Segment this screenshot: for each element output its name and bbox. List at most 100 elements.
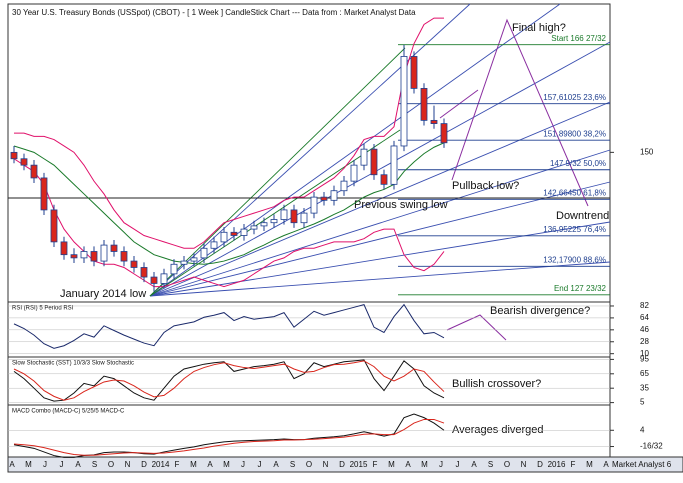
x-tick-label: 2014: [152, 460, 170, 469]
candle-body: [250, 225, 258, 230]
candle-body: [60, 241, 68, 256]
fib-label: 132,17900 88,6%: [543, 255, 606, 264]
y-tick-label: 28: [640, 337, 649, 346]
y-tick-label: 46: [640, 325, 649, 334]
annotation: Downtrend: [556, 210, 609, 222]
x-tick-label: M: [421, 460, 428, 469]
time-axis: [7, 456, 683, 473]
candle-body: [230, 231, 238, 236]
candle-body: [170, 263, 178, 275]
x-tick-label: A: [273, 460, 279, 469]
annotation: Bullish crossover?: [452, 378, 541, 390]
candle-body: [40, 177, 48, 211]
x-tick-label: J: [241, 460, 245, 469]
candle-body: [260, 222, 268, 227]
annotation: Final high?: [512, 22, 566, 34]
candle-body: [340, 180, 348, 192]
annotation: Pullback low?: [452, 180, 519, 192]
candle-body: [70, 254, 78, 259]
x-tick-label: M: [190, 460, 197, 469]
band-line: [13, 142, 445, 265]
y-tick-label: -16/32: [640, 442, 663, 451]
projection: [451, 18, 589, 207]
panel-title: MACD Combo (MACD-C) 5/25/5 MACD-C: [12, 409, 125, 415]
annotation: Bearish divergence?: [490, 305, 590, 317]
fib-label: 142,66450 61,8%: [543, 188, 606, 197]
x-tick-label: A: [207, 460, 213, 469]
candle-body: [200, 247, 208, 259]
x-tick-label: M: [223, 460, 230, 469]
x-tick-label: J: [258, 460, 262, 469]
x-tick-label: O: [504, 460, 510, 469]
candle-body: [270, 219, 278, 224]
fib-label: 157,61025 23,6%: [543, 93, 606, 102]
candle-body: [20, 158, 28, 166]
gann-fan: [149, 3, 611, 297]
x-tick-label: N: [125, 460, 131, 469]
candle-body: [10, 151, 18, 160]
x-tick-label: A: [471, 460, 477, 469]
annotation: January 2014 low: [60, 288, 146, 300]
x-tick-label: N: [521, 460, 527, 469]
x-tick-label: M: [586, 460, 593, 469]
x-tick-label: O: [306, 460, 312, 469]
x-tick-label: S: [92, 460, 97, 469]
candle-body: [150, 276, 158, 284]
candle-body: [350, 164, 358, 182]
x-tick-label: M: [25, 460, 32, 469]
panel-title: Slow Stochastic (SST) 10/3/3 Slow Stocha…: [12, 361, 134, 367]
annotation: Previous swing low: [354, 199, 448, 211]
candle-body: [180, 260, 188, 265]
x-tick-label: 2016: [548, 460, 566, 469]
x-tick-label: J: [456, 460, 460, 469]
candle-body: [160, 273, 168, 284]
candle-body: [320, 196, 328, 201]
candle-body: [330, 190, 338, 201]
panel-title: RSI (RSI) 5 Period RSI: [12, 306, 74, 312]
x-tick-label: F: [373, 460, 378, 469]
candle-body: [420, 88, 428, 121]
band-line: [14, 17, 444, 249]
fib-label: 136,95225 76,4%: [543, 225, 606, 234]
fib-label: 147 9/32 50,0%: [550, 159, 606, 168]
x-tick-label: A: [405, 460, 411, 469]
x-tick-label: J: [439, 460, 443, 469]
candle-body: [80, 251, 88, 259]
x-tick-label: S: [290, 460, 295, 469]
x-tick-label: S: [488, 460, 493, 469]
candle-body: [140, 267, 148, 278]
chart-title: 30 Year U.S. Treasury Bonds (USSpot) (CB…: [12, 8, 416, 17]
indicator-line: [13, 359, 445, 402]
x-tick-label: A: [9, 460, 15, 469]
x-tick-label: N: [323, 460, 329, 469]
y-tick-label: 5: [640, 398, 645, 407]
candle-body: [390, 145, 398, 185]
annotation: Averages diverged: [452, 424, 544, 436]
x-tick-label: A: [75, 460, 81, 469]
candle-body: [210, 241, 218, 249]
x-tick-label: J: [60, 460, 64, 469]
footer: Market Analyst 6: [612, 460, 672, 469]
x-tick-label: F: [175, 460, 180, 469]
fan-green: [149, 47, 406, 297]
y-tick-label: 95: [640, 355, 649, 364]
fib-label: End 127 23/32: [554, 284, 607, 293]
candle-body: [290, 209, 298, 224]
y-tick-label: 10: [640, 349, 649, 358]
candle-body: [190, 257, 198, 262]
x-tick-label: F: [571, 460, 576, 469]
x-tick-label: D: [537, 460, 543, 469]
fib-label: Start 166 27/32: [551, 34, 606, 43]
projection: [446, 314, 507, 341]
candle-body: [280, 209, 288, 220]
candle-body: [120, 251, 128, 262]
fib-label: 151,89800 38,2%: [543, 129, 606, 138]
candle-body: [360, 148, 368, 166]
indicator-line: [13, 418, 445, 456]
candle-body: [90, 251, 98, 262]
candle-body: [400, 56, 408, 147]
candle-body: [440, 123, 448, 144]
y-tick-label: 64: [640, 313, 649, 322]
x-tick-label: A: [603, 460, 609, 469]
